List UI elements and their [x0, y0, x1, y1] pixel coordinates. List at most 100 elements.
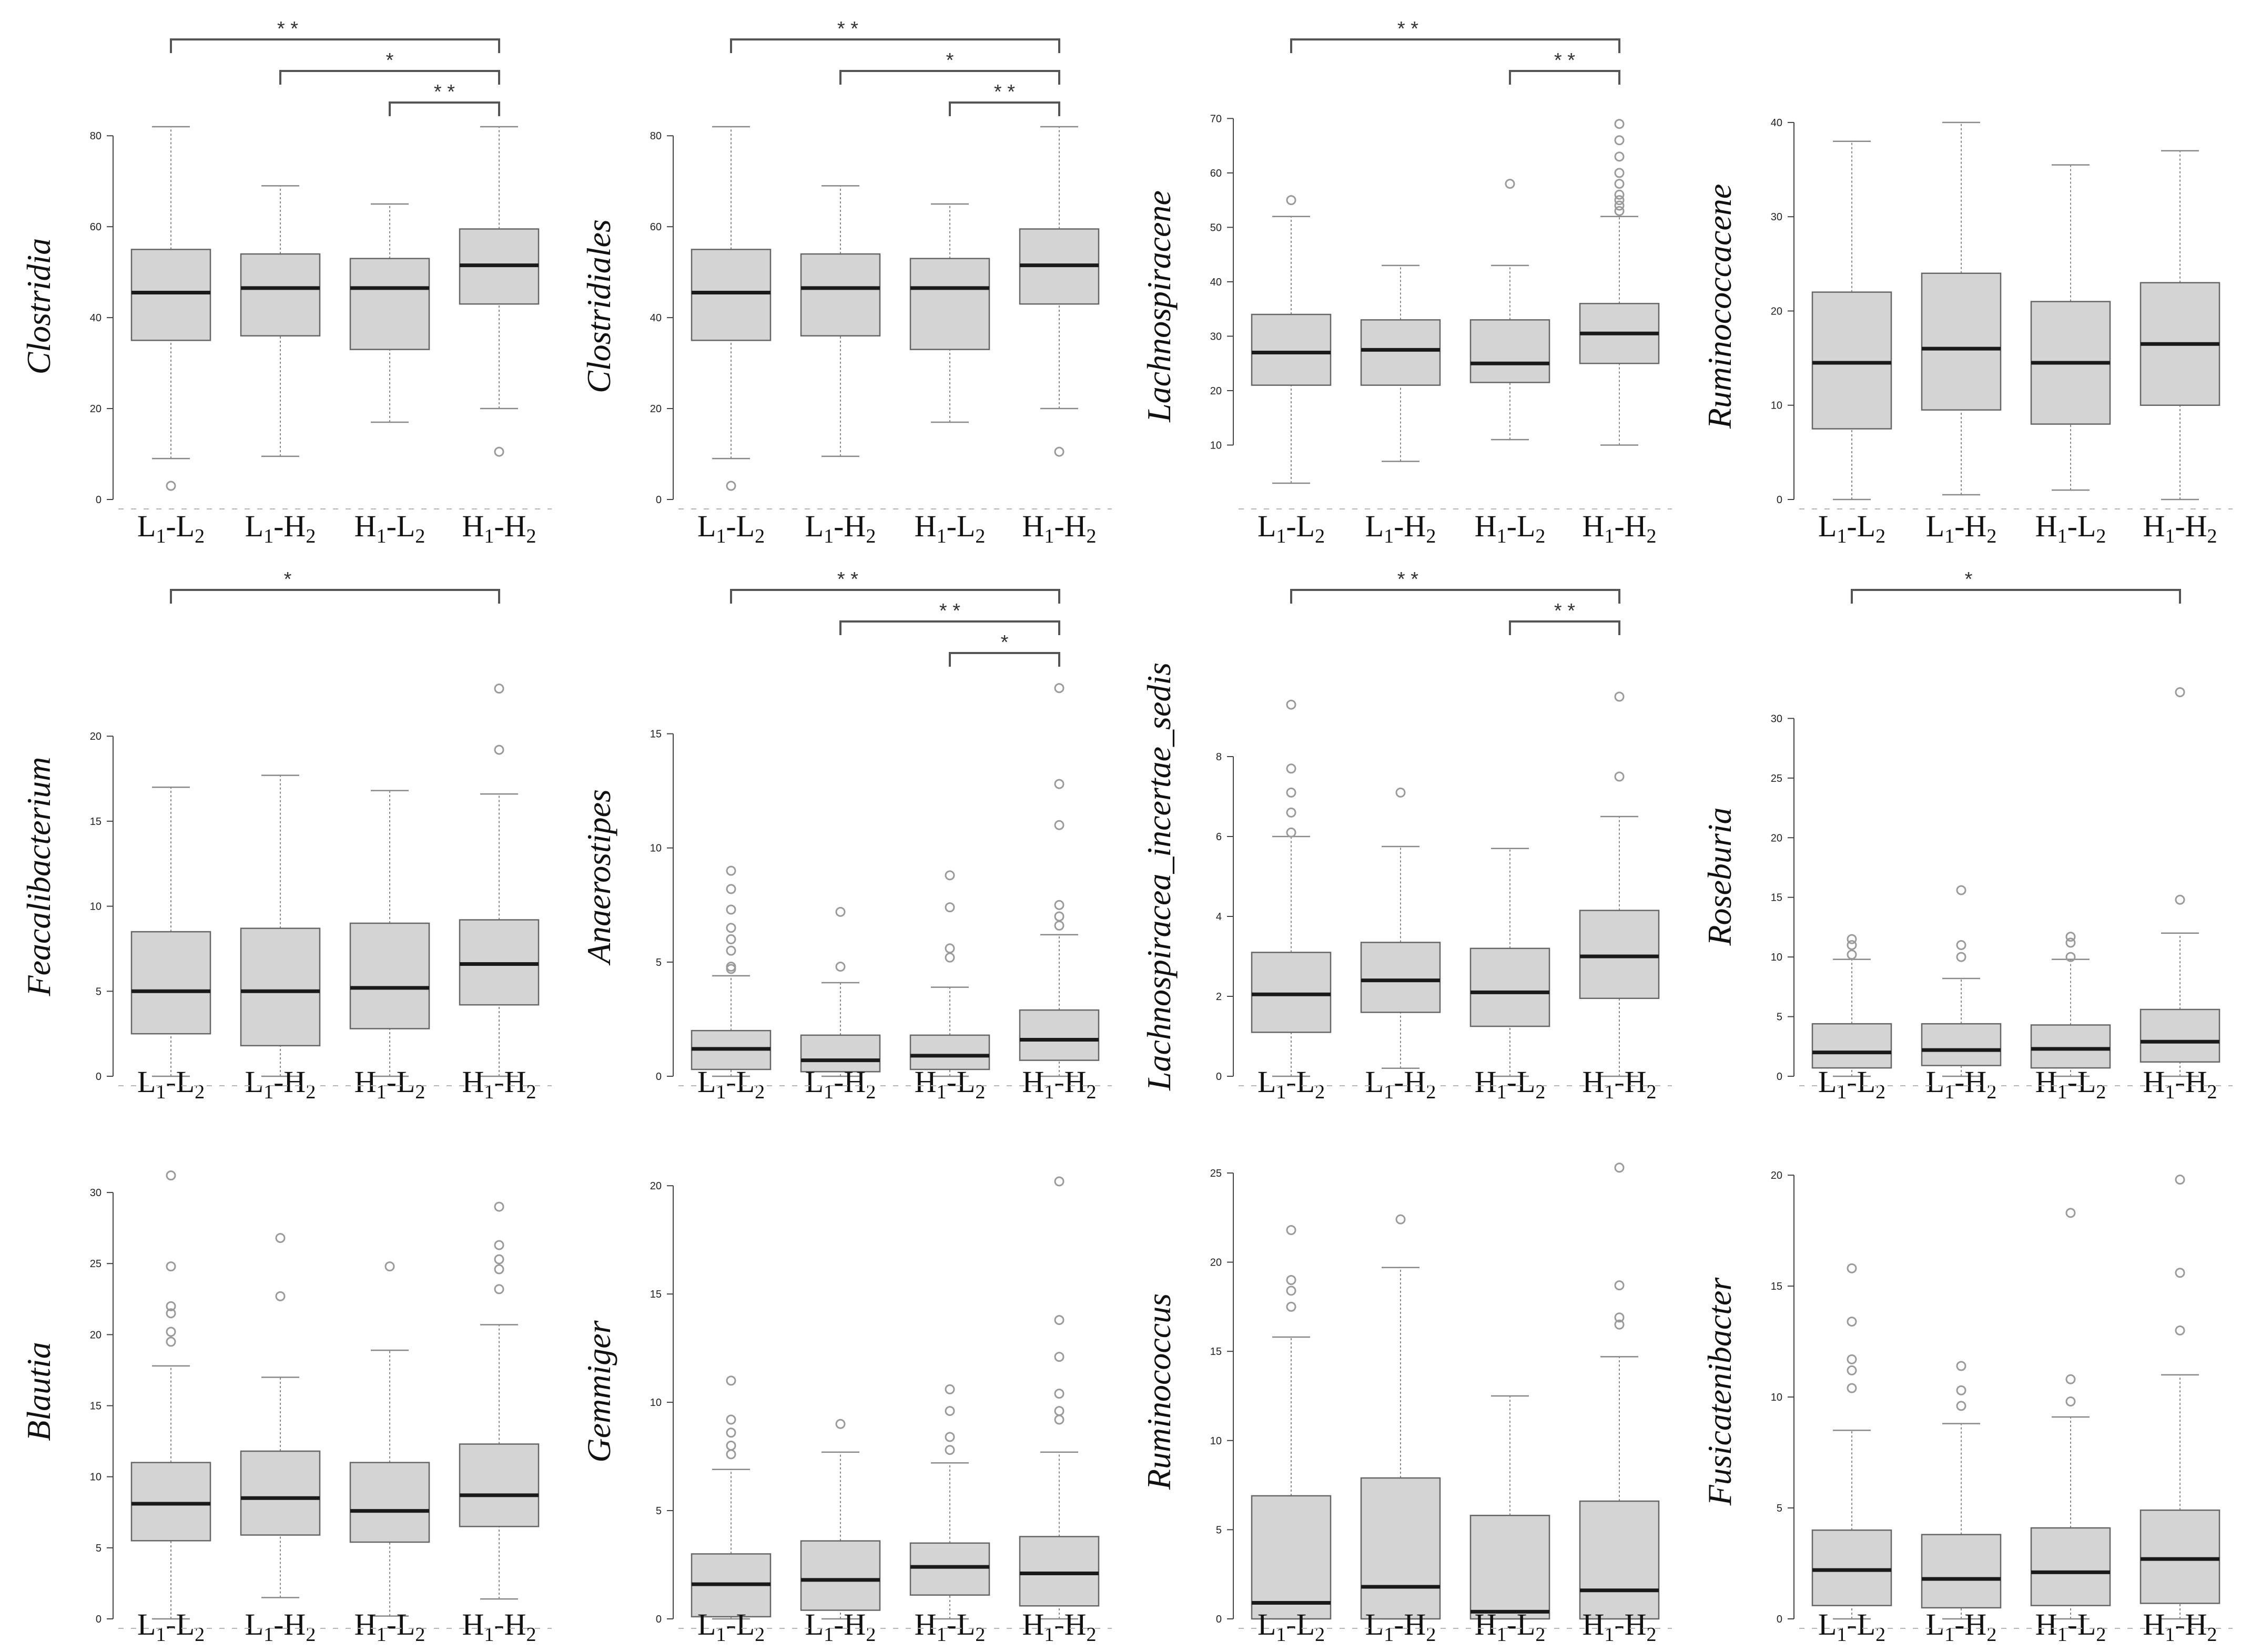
y-axis-label: Ruminococcus — [1140, 1293, 1178, 1490]
outlier-point — [835, 962, 846, 972]
y-tick-label: 5 — [1777, 1012, 1782, 1023]
category-label-h1-h2: H1-H2 — [1022, 1065, 1096, 1103]
category-label-h1-l2: H1-L2 — [1475, 1607, 1546, 1646]
iqr-box — [800, 1034, 881, 1073]
category-label-l1-h2: L1-H2 — [805, 509, 876, 547]
box-h1-h2 — [1579, 119, 1660, 446]
panel-ruminococcus: 0 5 10 15 20 25 Ruminococcus L1-L2 L1-H2 H1-L2 H1-… — [1120, 1101, 1680, 1651]
panel-fusicatenibacter: 0 5 10 15 20 Fusicatenibacter L1-L2 L1-H2 H1-L2 H… — [1681, 1101, 2241, 1651]
outlier-point — [1847, 1317, 1857, 1327]
significance-bracket: * — [279, 49, 500, 85]
outlier-point — [1286, 787, 1296, 798]
outlier-point — [1286, 1225, 1296, 1236]
y-tick-label: 80 — [650, 130, 662, 142]
y-tick-label: 40 — [650, 312, 662, 324]
outlier-point — [945, 943, 955, 954]
iqr-box — [909, 1542, 990, 1596]
outlier-point — [1286, 195, 1296, 206]
category-label-h1-h2: H1-H2 — [462, 1607, 536, 1646]
outlier-point — [494, 1201, 504, 1212]
outlier-point — [2175, 1268, 2185, 1278]
y-axis-label: Ruminococcacene — [1701, 184, 1738, 430]
outlier-point — [1054, 1414, 1064, 1425]
iqr-box — [349, 258, 430, 350]
y-axis-label: Clostridiales — [580, 219, 617, 393]
y-axis-label: Clostridia — [20, 238, 57, 375]
outlier-point — [1054, 683, 1064, 694]
category-label-l1-h2: L1-H2 — [805, 1065, 876, 1103]
y-axis-label: Gemmiger — [580, 1320, 617, 1462]
significance-bracket: * * — [1509, 600, 1620, 635]
box-l1-l2 — [1811, 1263, 1892, 1620]
y-tick-label: 80 — [90, 130, 102, 142]
outlier-point — [945, 1445, 955, 1455]
category-label-l1-l2: L1-L2 — [697, 1607, 765, 1646]
category-label-h1-h2: H1-H2 — [1582, 1065, 1656, 1103]
box-l1-l2 — [691, 1375, 772, 1620]
outlier-point — [726, 1375, 736, 1386]
outlier-point — [945, 1384, 955, 1394]
category-label-h1-l2: H1-L2 — [1475, 1065, 1546, 1103]
iqr-box — [2139, 1509, 2220, 1604]
y-tick-label: 6 — [1216, 831, 1222, 843]
bracket-line — [389, 101, 500, 116]
y-tick-label: 40 — [1771, 117, 1782, 129]
category-label-l1-h2: L1-H2 — [1365, 1607, 1436, 1646]
category-label-l1-h2: L1-H2 — [805, 1607, 876, 1646]
iqr-box — [349, 1462, 430, 1543]
category-label-l1-h2: L1-H2 — [1926, 1607, 1997, 1646]
significance-label: * — [1965, 568, 1973, 590]
box-h1-l2 — [1469, 848, 1550, 1077]
y-axis-label: Anaerostipes — [580, 789, 617, 966]
outlier-point — [166, 1301, 176, 1311]
category-label-h1-l2: H1-L2 — [2035, 1065, 2106, 1103]
plot-lachnospiracea-incertae-sedis: 0 2 4 6 8 Lachnospiracea_incertae_sedis L1-L2 L… — [1140, 568, 1672, 1103]
significance-label: * — [386, 49, 394, 72]
outlier-point — [494, 1240, 504, 1250]
outlier-point — [2175, 1175, 2185, 1185]
box-h1-h2 — [1019, 1176, 1100, 1620]
outlier-point — [1614, 200, 1625, 211]
y-tick-label: 4 — [1216, 911, 1222, 923]
y-tick-label: 15 — [1210, 1346, 1222, 1358]
y-tick-label: 0 — [1216, 1071, 1222, 1083]
y-tick-label: 30 — [1210, 331, 1222, 342]
plot-gemmiger: 0 5 10 15 20 Gemmiger L1-L2 L1-H2 H1-L2 H1-H2 — [580, 1176, 1112, 1646]
outlier-point — [1614, 168, 1625, 178]
y-tick-label: 0 — [1216, 1614, 1222, 1625]
box-h1-l2 — [2030, 164, 2111, 491]
category-label-l1-l2: L1-L2 — [697, 1065, 765, 1103]
category-label-h1-h2: H1-H2 — [462, 1065, 536, 1103]
iqr-box — [800, 253, 881, 336]
outlier-point — [1054, 1315, 1064, 1325]
box-l1-l2 — [1251, 195, 1332, 484]
plot-fusicatenibacter: 0 5 10 15 20 Fusicatenibacter L1-L2 L1-H2 H1-L2 H… — [1701, 1170, 2233, 1646]
iqr-box — [130, 249, 211, 341]
bracket-line — [279, 70, 500, 85]
outlier-point — [2065, 1374, 2076, 1384]
y-tick-label: 60 — [650, 221, 662, 233]
category-label-l1-l2: L1-L2 — [137, 1065, 205, 1103]
y-tick-label: 20 — [1771, 1170, 1782, 1181]
category-label-h1-l2: H1-L2 — [354, 509, 425, 547]
outlier-point — [1614, 1280, 1625, 1291]
outlier-point — [1614, 1319, 1625, 1330]
y-tick-label: 10 — [1210, 440, 1222, 451]
panel-ruminococcacene: 0 10 20 30 40 Ruminococcacene L1-L2 L1-H2 H1-L2 H… — [1681, 0, 2241, 550]
significance-label: * * — [434, 81, 455, 103]
category-label-l1-h2: L1-H2 — [1926, 1065, 1997, 1103]
box-l1-h2 — [1360, 1214, 1441, 1620]
category-label-l1-h2: L1-H2 — [245, 1065, 316, 1103]
outlier-point — [726, 1427, 736, 1438]
significance-label: * * — [994, 81, 1015, 103]
outlier-point — [1614, 771, 1625, 782]
outlier-point — [166, 1308, 176, 1319]
significance-label: * * — [1554, 49, 1575, 72]
box-h1-h2 — [459, 684, 540, 1077]
category-label-l1-l2: L1-L2 — [1818, 1065, 1885, 1103]
significance-bracket: * * — [839, 600, 1060, 635]
y-axis-label: Roseburia — [1701, 807, 1738, 946]
outlier-point — [1614, 189, 1625, 200]
outlier-point — [1956, 1361, 1966, 1371]
outlier-point — [166, 1327, 176, 1337]
